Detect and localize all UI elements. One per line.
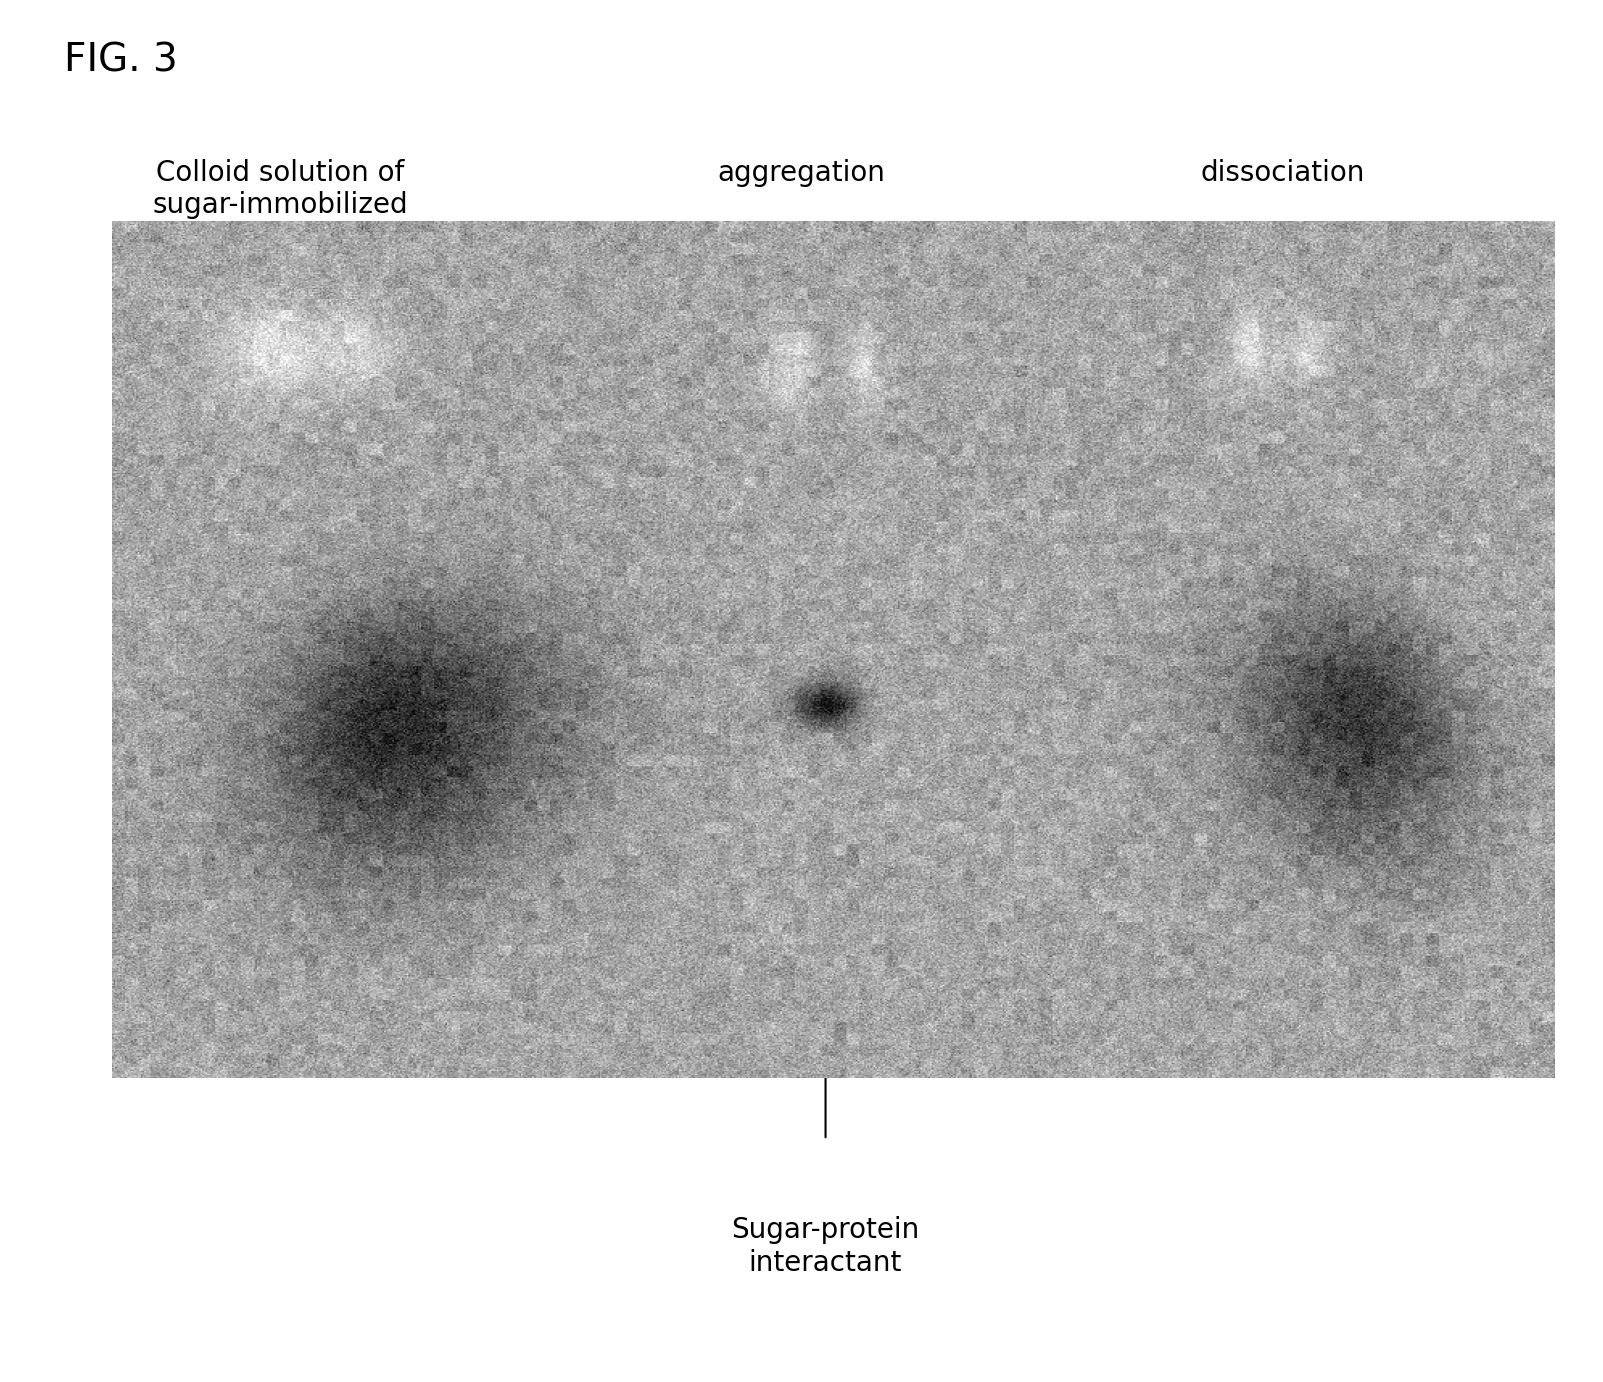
Text: FIG. 3: FIG. 3 [64,41,178,79]
Text: Colloid solution of
sugar-immobilized
gold nanoparticles: Colloid solution of sugar-immobilized go… [152,159,409,252]
Text: Sugar-protein
interactant: Sugar-protein interactant [731,1216,920,1277]
Text: dissociation: dissociation [1201,159,1364,187]
Text: aggregation: aggregation [718,159,885,187]
